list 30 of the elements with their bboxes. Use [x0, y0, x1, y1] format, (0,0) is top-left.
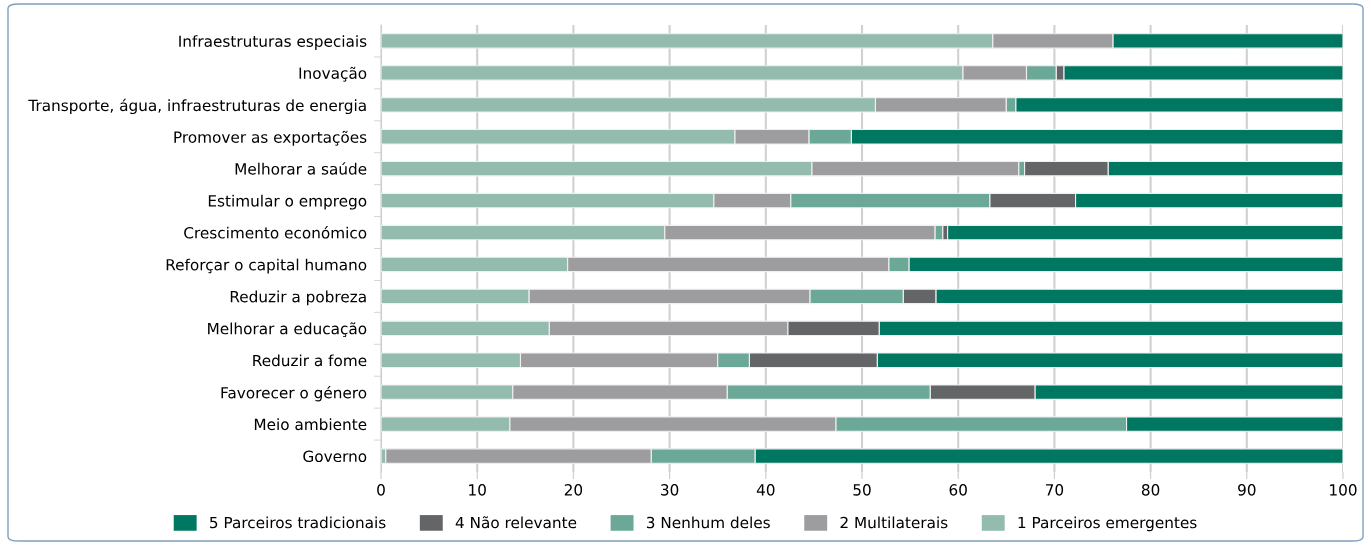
x-tick-label: 70 — [1045, 484, 1064, 496]
legend-label: 1 Parceiros emergentes — [1018, 516, 1197, 532]
x-tick-label: 50 — [853, 484, 871, 496]
x-tick-label: 100 — [1330, 484, 1357, 496]
legend-label: 4 Não relevante — [455, 516, 577, 529]
x-tick-label: 30 — [661, 484, 679, 496]
y-tick-label: Reduzir a pobreza — [230, 290, 366, 306]
x-tick-label: 90 — [1238, 484, 1256, 496]
y-tick-label: Governo — [303, 450, 367, 463]
y-tick-label: Meio ambiente — [254, 418, 367, 431]
y-tick-label: Melhorar a educação — [208, 322, 367, 338]
y-tick-label: Reforçar o capital humano — [166, 258, 367, 274]
legend-label: 2 Multilaterais — [840, 516, 948, 529]
legend-label: 5 Parceiros tradicionais — [210, 516, 386, 529]
x-tick-label: 80 — [1141, 484, 1160, 496]
y-tick-label: Favorecer o género — [221, 386, 367, 402]
x-tick-label: 20 — [564, 484, 583, 496]
y-tick-label: Crescimento económico — [184, 226, 367, 239]
y-tick-label: Reduzir a fome — [253, 354, 367, 367]
x-tick-label: 60 — [949, 484, 967, 496]
y-tick-label: Melhorar a saúde — [235, 162, 367, 175]
y-tick-label: Transporte, água, infraestruturas de energia — [28, 98, 366, 115]
y-tick-label: Promover as exportações — [174, 130, 367, 146]
y-tick-label: Infraestruturas especiais — [179, 35, 367, 50]
y-tick-label: Inovação — [299, 66, 367, 82]
x-tick-label: 10 — [469, 484, 486, 496]
legend-label: 3 Nenhum deles — [646, 516, 770, 529]
x-tick-label: 40 — [756, 484, 775, 496]
y-tick-label: Estimular o emprego — [208, 194, 367, 210]
x-tick-label: 0 — [377, 484, 385, 496]
